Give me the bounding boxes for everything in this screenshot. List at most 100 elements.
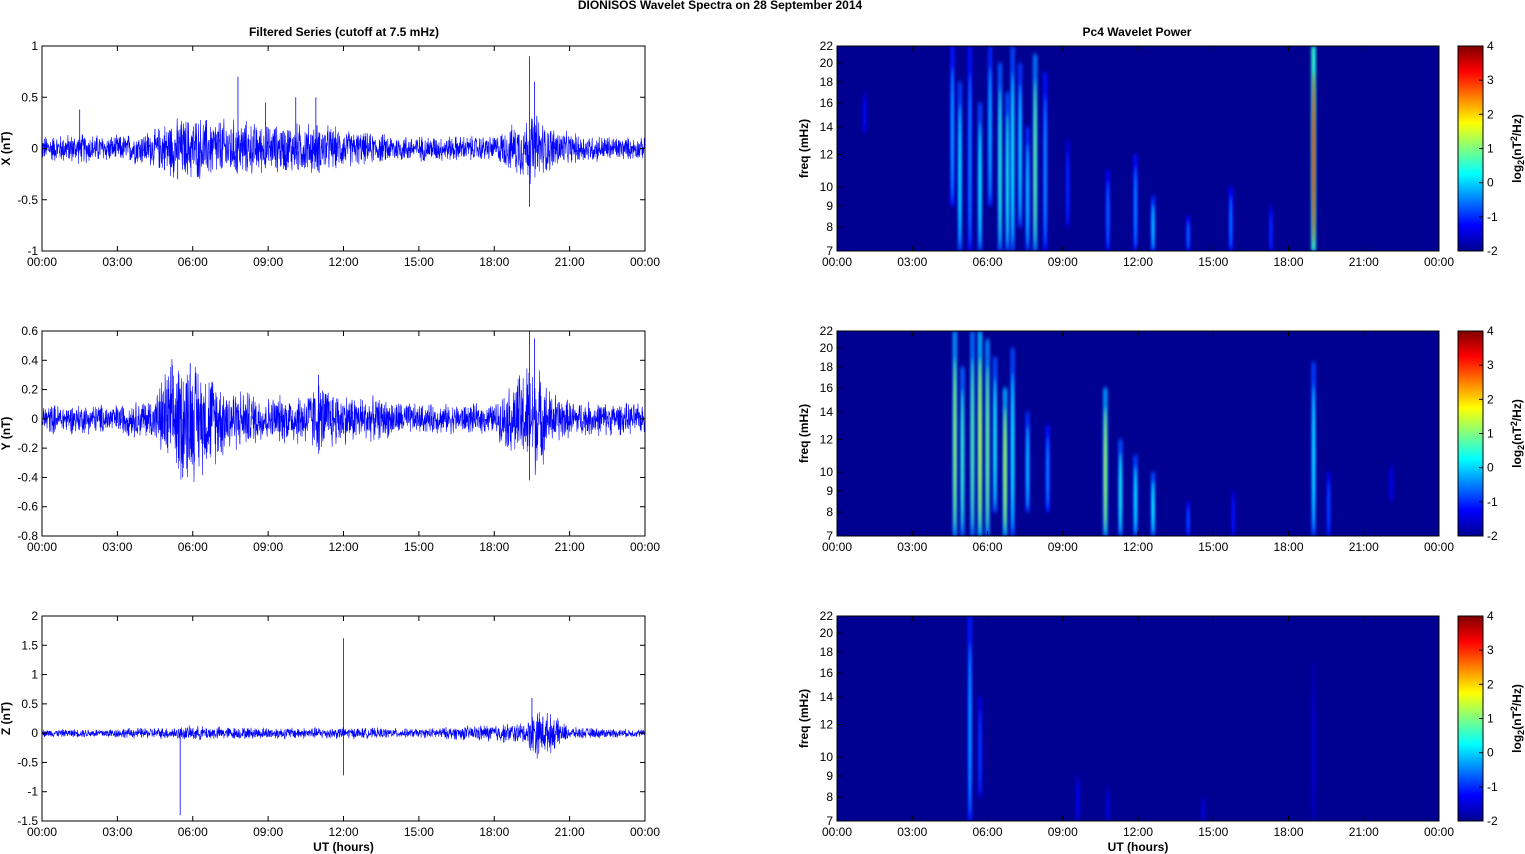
x-tick-label: 03:00 bbox=[897, 255, 927, 269]
spectral-feature-core bbox=[1119, 452, 1122, 534]
colorbar-tick-label: 3 bbox=[1487, 73, 1494, 87]
x-tick-label: 06:00 bbox=[972, 825, 1002, 839]
x-tick-label: 12:00 bbox=[1123, 255, 1153, 269]
spectral-feature-core bbox=[1151, 480, 1155, 535]
spectral-feature-core bbox=[1104, 407, 1107, 532]
spectral-feature-core bbox=[986, 364, 989, 531]
spectral-feature-core bbox=[1229, 195, 1233, 250]
spectral-feature-core bbox=[1106, 790, 1110, 820]
x-tick-label: 00:00 bbox=[27, 825, 57, 839]
y-tick-label: 10 bbox=[820, 465, 834, 479]
spectral-feature-core bbox=[998, 87, 1002, 246]
y-tick-label: 8 bbox=[826, 790, 833, 804]
x-tick-label: 00:00 bbox=[822, 825, 852, 839]
spectral-feature-core bbox=[1312, 384, 1315, 531]
x-tick-label: 12:00 bbox=[1123, 825, 1153, 839]
y-tick-label: 0.5 bbox=[21, 697, 38, 711]
y-tick-label: -1 bbox=[27, 244, 38, 258]
x-tick-label: 15:00 bbox=[1198, 540, 1228, 554]
x-tick-label: 18:00 bbox=[479, 540, 509, 554]
y-tick-label: 8 bbox=[826, 505, 833, 519]
y-tick-label: 10 bbox=[820, 180, 834, 194]
spectral-feature-core bbox=[1026, 143, 1029, 248]
y-tick-label: 12 bbox=[820, 718, 834, 732]
y-tick-label: 1.5 bbox=[21, 638, 38, 652]
y-tick-label: 0 bbox=[31, 412, 38, 426]
spectral-feature-core bbox=[1312, 682, 1315, 817]
x-tick-label: 15:00 bbox=[404, 540, 434, 554]
colorbar-tick-label: -1 bbox=[1487, 210, 1498, 224]
x-tick-label: 06:00 bbox=[178, 540, 208, 554]
spectral-feature-core bbox=[988, 66, 992, 202]
x-tick-label: 00:00 bbox=[27, 255, 57, 269]
spectral-feature-core bbox=[1033, 79, 1037, 246]
y-axis-label: Z (nT) bbox=[0, 702, 13, 735]
spectral-feature-core bbox=[1076, 781, 1080, 820]
colorbar-tick-label: -1 bbox=[1487, 780, 1498, 794]
y-tick-label: 9 bbox=[826, 769, 833, 783]
x-tick-label: 09:00 bbox=[253, 255, 283, 269]
spectral-feature-core bbox=[1201, 800, 1205, 821]
y-tick-label: 7 bbox=[826, 244, 833, 258]
x-tick-label: 12:00 bbox=[328, 540, 358, 554]
x-tick-label: 21:00 bbox=[1349, 540, 1379, 554]
x-tick-label: 00:00 bbox=[630, 825, 660, 839]
y-tick-label: 16 bbox=[820, 381, 834, 395]
spectral-feature-core bbox=[961, 388, 964, 531]
x-tick-label: 00:00 bbox=[630, 540, 660, 554]
y-tick-label: 18 bbox=[820, 360, 834, 374]
x-tick-label: 18:00 bbox=[1273, 255, 1303, 269]
spectral-feature-core bbox=[1006, 112, 1009, 247]
x-tick-label: 09:00 bbox=[253, 540, 283, 554]
spectral-feature-core bbox=[863, 97, 866, 133]
y-tick-label: 14 bbox=[820, 120, 834, 134]
y-tick-label: 1 bbox=[31, 668, 38, 682]
y-tick-label: 18 bbox=[820, 75, 834, 89]
colorbar-tick-label: 3 bbox=[1487, 358, 1494, 372]
y-tick-label: 12 bbox=[820, 433, 834, 447]
x-tick-label: 03:00 bbox=[102, 540, 132, 554]
x-tick-label: 18:00 bbox=[1273, 540, 1303, 554]
y-tick-label: 12 bbox=[820, 148, 834, 162]
colorbar-tick-label: 4 bbox=[1487, 324, 1494, 338]
colorbar-label: log2(nT2/Hz) bbox=[1509, 114, 1525, 183]
spectral-feature-core bbox=[1003, 407, 1007, 532]
y-tick-label: 0.5 bbox=[21, 90, 38, 104]
y-tick-label: 8 bbox=[826, 220, 833, 234]
y-tick-label: -0.5 bbox=[17, 193, 38, 207]
x-tick-label: 21:00 bbox=[555, 540, 585, 554]
x-tick-label: 00:00 bbox=[1424, 540, 1454, 554]
colorbar-tick-label: 1 bbox=[1487, 712, 1494, 726]
x-tick-label: 21:00 bbox=[1349, 825, 1379, 839]
signal-trace bbox=[41, 115, 646, 185]
y-tick-label: 20 bbox=[820, 626, 834, 640]
x-tick-label: 03:00 bbox=[102, 255, 132, 269]
x-tick-label: 09:00 bbox=[1048, 540, 1078, 554]
spectral-feature-core bbox=[1151, 203, 1155, 250]
y-tick-label: 9 bbox=[826, 199, 833, 213]
signal-trace bbox=[41, 358, 646, 483]
right-column-title: Pc4 Wavelet Power bbox=[1083, 25, 1192, 39]
spectral-feature-core bbox=[1046, 436, 1049, 510]
y-tick-label: -0.2 bbox=[17, 441, 38, 455]
x-axis-label: UT (hours) bbox=[1108, 840, 1169, 854]
x-tick-label: 12:00 bbox=[328, 255, 358, 269]
spectral-feature-core bbox=[1043, 95, 1047, 246]
spectral-feature-core bbox=[1390, 468, 1393, 501]
spectral-feature-core bbox=[971, 357, 974, 530]
y-tick-label: 0 bbox=[31, 726, 38, 740]
spectral-feature-core bbox=[953, 357, 957, 530]
x-tick-label: 03:00 bbox=[897, 540, 927, 554]
colorbar-label: log2(nT2/Hz) bbox=[1509, 684, 1525, 753]
y-tick-label: 0.6 bbox=[21, 324, 38, 338]
spectral-feature-core bbox=[1269, 211, 1273, 250]
x-tick-label: 21:00 bbox=[555, 825, 585, 839]
spectral-feature-core bbox=[968, 642, 972, 815]
x-tick-label: 15:00 bbox=[404, 255, 434, 269]
y-tick-label: 22 bbox=[820, 609, 834, 623]
x-axis-label: UT (hours) bbox=[313, 840, 374, 854]
colorbar-tick-label: 1 bbox=[1487, 142, 1494, 156]
